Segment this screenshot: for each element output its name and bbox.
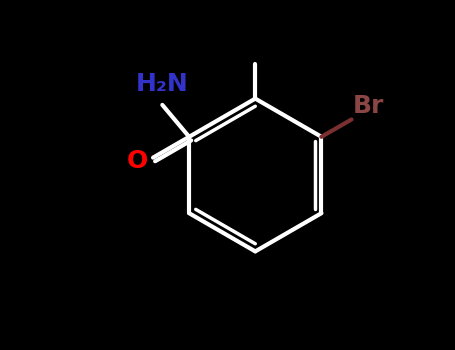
Text: H₂N: H₂N <box>136 72 189 96</box>
Text: Br: Br <box>353 94 384 118</box>
Text: O: O <box>126 149 148 173</box>
